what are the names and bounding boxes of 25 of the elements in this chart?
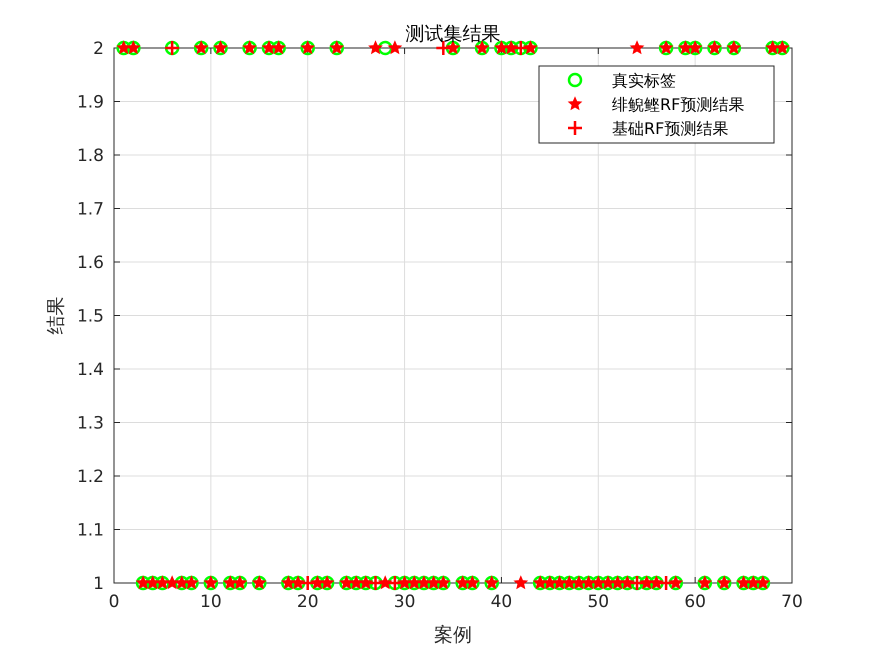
y-tick-label: 1.1 bbox=[76, 520, 104, 540]
y-tick-label: 2 bbox=[93, 39, 104, 59]
y-tick-label: 1.6 bbox=[76, 253, 104, 273]
x-tick-label: 60 bbox=[684, 592, 706, 612]
x-axis-title: 案例 bbox=[434, 624, 472, 646]
x-tick-label: 30 bbox=[394, 592, 416, 612]
x-tick-label: 20 bbox=[296, 592, 319, 612]
y-tick-label: 1.5 bbox=[76, 306, 104, 326]
x-tick-label: 10 bbox=[200, 592, 222, 612]
y-tick-label: 1.8 bbox=[76, 146, 104, 166]
x-tick-label: 50 bbox=[587, 592, 610, 612]
y-tick-label: 1.3 bbox=[76, 414, 104, 434]
legend-label: 基础RF预测结果 bbox=[612, 119, 728, 138]
x-tick-label: 40 bbox=[490, 592, 512, 612]
y-axis-title: 结果 bbox=[45, 296, 67, 334]
x-tick-label: 0 bbox=[108, 592, 120, 612]
y-tick-label: 1.4 bbox=[76, 360, 104, 380]
y-tick-label: 1 bbox=[93, 574, 104, 594]
y-tick-label: 1.9 bbox=[76, 92, 104, 112]
y-tick-label: 1.2 bbox=[76, 467, 104, 487]
x-tick-label: 70 bbox=[781, 592, 803, 612]
chart-title: 测试集结果 bbox=[406, 23, 500, 45]
legend-label: 绯鲵鲣RF预测结果 bbox=[612, 95, 744, 114]
legend-label: 真实标签 bbox=[612, 71, 676, 90]
y-tick-label: 1.7 bbox=[76, 200, 104, 220]
